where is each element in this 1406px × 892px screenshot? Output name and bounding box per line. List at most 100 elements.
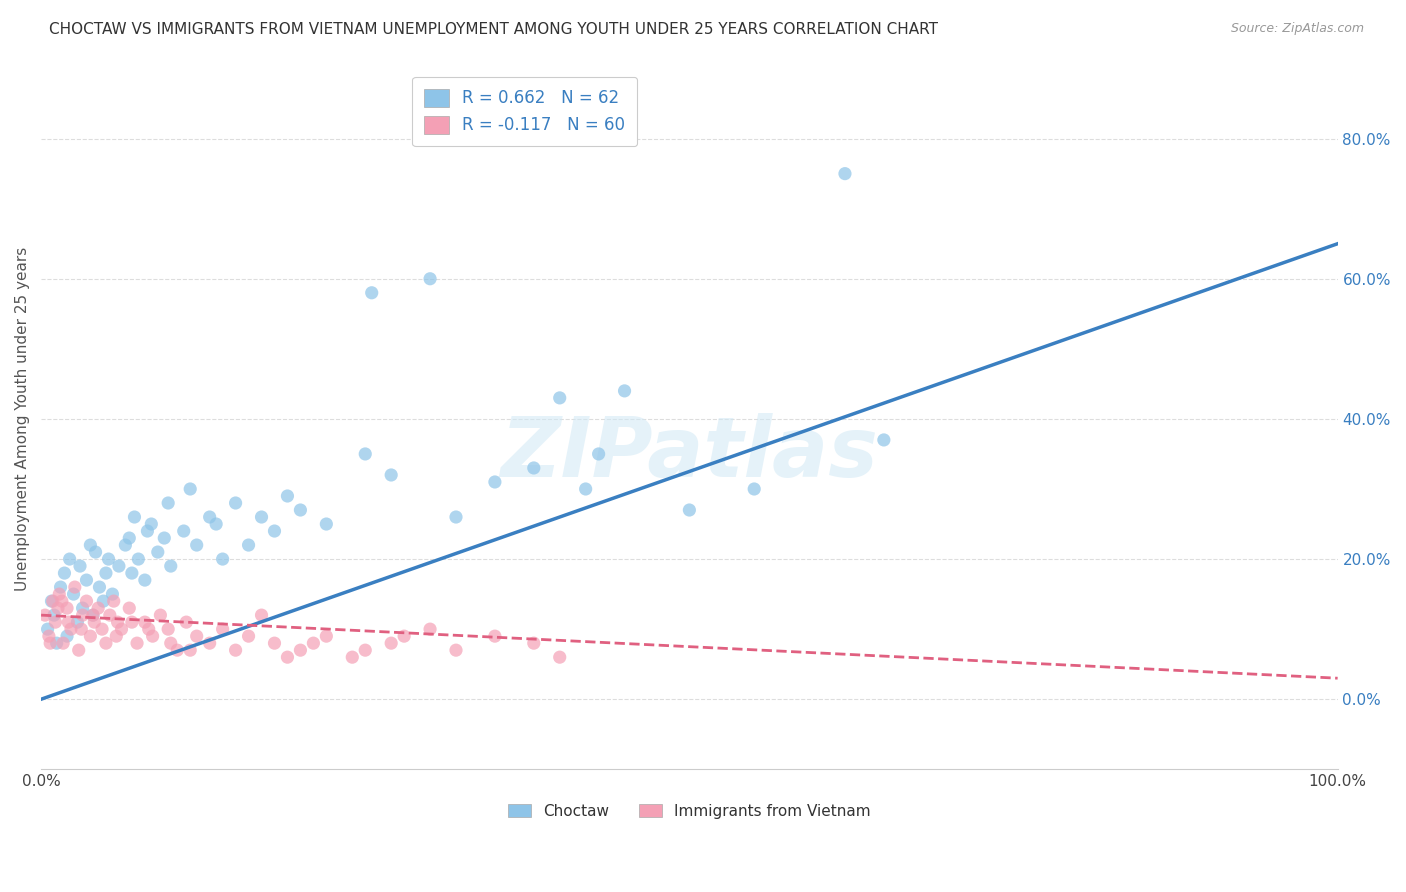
Point: [87, 601, 110, 615]
Point: [315, 629, 337, 643]
Point: [263, 636, 285, 650]
Point: [575, 482, 598, 496]
Point: [56, 629, 79, 643]
Point: [62, 587, 84, 601]
Point: [225, 643, 247, 657]
Point: [159, 559, 181, 574]
Point: [83, 615, 105, 629]
Point: [136, 524, 159, 538]
Point: [613, 384, 636, 398]
Point: [91, 622, 114, 636]
Point: [118, 531, 141, 545]
Legend: Choctaw, Immigrants from Vietnam: Choctaw, Immigrants from Vietnam: [502, 797, 877, 825]
Point: [444, 643, 467, 657]
Point: [153, 531, 176, 545]
Point: [354, 447, 377, 461]
Point: [42, 608, 65, 623]
Point: [124, 510, 146, 524]
Point: [263, 524, 285, 538]
Point: [52, 636, 75, 650]
Point: [419, 622, 441, 636]
Point: [186, 538, 208, 552]
Point: [67, 643, 90, 657]
Point: [250, 608, 273, 623]
Point: [354, 643, 377, 657]
Point: [205, 516, 228, 531]
Point: [157, 496, 180, 510]
Point: [118, 601, 141, 615]
Point: [84, 545, 107, 559]
Point: [238, 538, 260, 552]
Point: [94, 566, 117, 580]
Point: [49, 580, 72, 594]
Point: [678, 503, 700, 517]
Point: [125, 636, 148, 650]
Point: [45, 636, 67, 650]
Point: [290, 503, 312, 517]
Point: [134, 573, 156, 587]
Point: [523, 636, 546, 650]
Point: [419, 272, 441, 286]
Point: [290, 643, 312, 657]
Point: [134, 615, 156, 629]
Point: [166, 643, 188, 657]
Point: [444, 510, 467, 524]
Point: [238, 629, 260, 643]
Point: [101, 587, 124, 601]
Point: [56, 601, 79, 615]
Point: [42, 594, 65, 608]
Point: [548, 650, 571, 665]
Point: [342, 650, 364, 665]
Point: [484, 629, 506, 643]
Point: [114, 538, 136, 552]
Point: [179, 643, 201, 657]
Point: [108, 559, 131, 574]
Point: [380, 467, 402, 482]
Point: [98, 608, 121, 623]
Point: [69, 559, 91, 574]
Point: [873, 433, 896, 447]
Point: [46, 601, 69, 615]
Point: [138, 622, 160, 636]
Point: [380, 636, 402, 650]
Text: CHOCTAW VS IMMIGRANTS FROM VIETNAM UNEMPLOYMENT AMONG YOUTH UNDER 25 YEARS CORRE: CHOCTAW VS IMMIGRANTS FROM VIETNAM UNEMP…: [49, 22, 938, 37]
Point: [82, 608, 104, 623]
Point: [198, 636, 221, 650]
Point: [179, 482, 201, 496]
Point: [48, 587, 70, 601]
Point: [82, 608, 104, 623]
Point: [59, 622, 82, 636]
Point: [89, 580, 111, 594]
Point: [742, 482, 765, 496]
Point: [94, 636, 117, 650]
Point: [157, 622, 180, 636]
Point: [198, 510, 221, 524]
Point: [146, 545, 169, 559]
Point: [315, 516, 337, 531]
Point: [72, 608, 94, 623]
Point: [121, 615, 143, 629]
Point: [37, 622, 59, 636]
Point: [211, 552, 233, 566]
Point: [302, 636, 325, 650]
Point: [588, 447, 610, 461]
Point: [39, 636, 62, 650]
Point: [70, 622, 93, 636]
Point: [142, 629, 165, 643]
Point: [127, 552, 149, 566]
Point: [107, 615, 129, 629]
Point: [38, 629, 60, 643]
Point: [93, 594, 115, 608]
Point: [121, 566, 143, 580]
Point: [149, 608, 172, 623]
Point: [97, 552, 120, 566]
Point: [76, 573, 98, 587]
Point: [250, 510, 273, 524]
Point: [176, 615, 198, 629]
Point: [834, 167, 856, 181]
Point: [360, 285, 382, 300]
Point: [276, 489, 298, 503]
Point: [72, 601, 94, 615]
Point: [225, 496, 247, 510]
Point: [79, 629, 101, 643]
